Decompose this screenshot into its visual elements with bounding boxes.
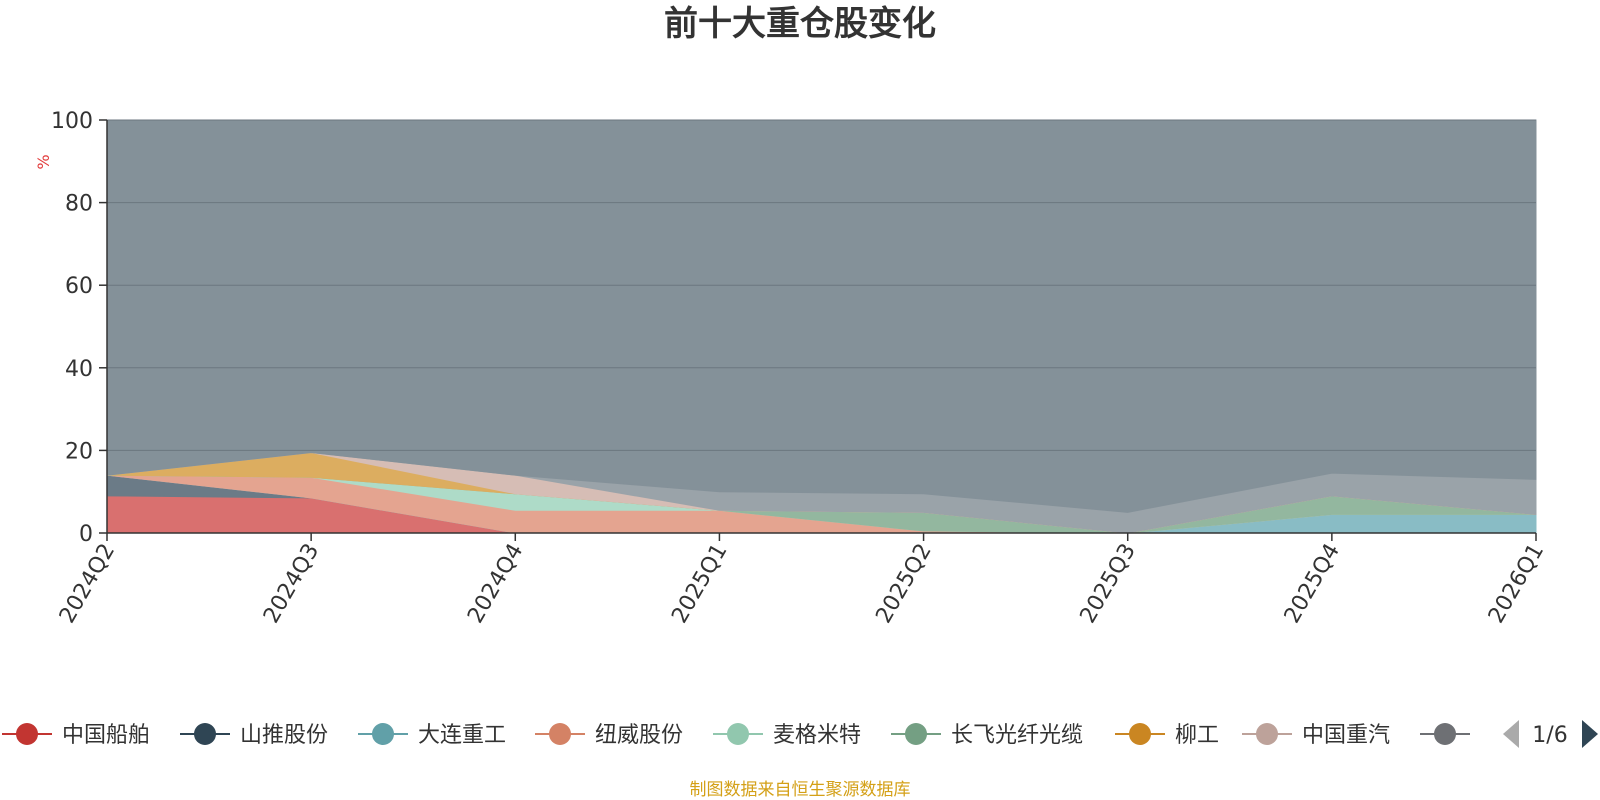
legend-item-8[interactable] [1420, 723, 1470, 745]
x-tick-label: 2025Q2 [871, 540, 936, 628]
x-tick-label: 2024Q2 [55, 540, 120, 628]
legend-marker [1256, 723, 1278, 745]
plot-area [106, 119, 1537, 534]
legend-item-4[interactable]: 麦格米特 [713, 723, 861, 748]
legend-pager: 1/6 [1503, 720, 1598, 748]
x-tick-label: 2026Q1 [1484, 540, 1549, 628]
source-note: 制图数据来自恒生聚源数据库 [690, 780, 911, 800]
y-tick-label: 60 [65, 274, 93, 299]
chart-title: 前十大重仓股变化 [664, 4, 936, 44]
legend-label: 麦格米特 [773, 723, 861, 748]
legend-prev-page-icon[interactable] [1503, 720, 1519, 748]
legend-next-page-icon[interactable] [1582, 720, 1598, 748]
legend-item-0[interactable]: 中国船舶 [2, 723, 150, 748]
legend-label: 中国重汽 [1302, 723, 1390, 748]
x-tick-label: 2024Q4 [463, 540, 528, 628]
x-tick-label: 2025Q1 [667, 540, 732, 628]
legend-label: 大连重工 [418, 723, 506, 748]
legend-marker [372, 723, 394, 745]
legend-item-3[interactable]: 纽威股份 [535, 723, 683, 748]
legend-item-1[interactable]: 山推股份 [180, 723, 328, 748]
legend-item-6[interactable]: 柳工 [1115, 723, 1219, 748]
y-tick-label: 100 [51, 109, 93, 134]
legend-item-7[interactable]: 中国重汽 [1242, 723, 1390, 748]
legend-label: 中国船舶 [62, 723, 150, 748]
legend-marker [1129, 723, 1151, 745]
y-axis-label: % [34, 154, 53, 169]
y-tick-label: 40 [65, 357, 93, 382]
y-tick-label: 0 [79, 522, 93, 547]
legend-item-2[interactable]: 大连重工 [358, 723, 506, 748]
legend-marker [1434, 723, 1456, 745]
legend-label: 山推股份 [240, 723, 328, 748]
y-tick-label: 80 [65, 192, 93, 217]
remainder-area [106, 119, 1537, 513]
legend-marker [549, 723, 571, 745]
x-tick-label: 2024Q3 [259, 540, 324, 628]
legend-marker [905, 723, 927, 745]
legend-label: 长飞光纤光缆 [951, 723, 1083, 748]
legend-page-indicator: 1/6 [1532, 723, 1567, 748]
x-tick-label: 2025Q4 [1280, 540, 1345, 628]
y-tick-label: 20 [65, 439, 93, 464]
legend[interactable]: 中国船舶 山推股份 大连重工 纽威股份 麦格米特 长飞光纤光缆 柳工 中国重汽 [2, 723, 1470, 748]
legend-marker [194, 723, 216, 745]
x-tick-label: 2025Q3 [1076, 540, 1141, 628]
legend-label: 柳工 [1175, 723, 1219, 748]
legend-item-5[interactable]: 长飞光纤光缆 [891, 723, 1083, 748]
legend-marker [727, 723, 749, 745]
legend-marker [16, 723, 38, 745]
legend-label: 纽威股份 [595, 723, 683, 748]
